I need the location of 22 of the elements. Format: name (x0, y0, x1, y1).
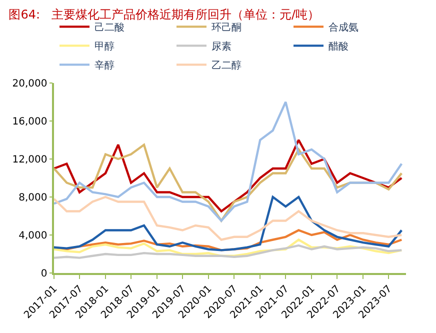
y-tick-label: 16,000 (12, 116, 48, 128)
legend-label: 环己酮 (212, 22, 242, 34)
legend-label: 甲醇 (94, 40, 114, 53)
legend-label: 己二酸 (94, 22, 124, 34)
line-series (54, 238, 403, 257)
y-tick-label: 8,000 (18, 192, 48, 204)
legend-label: 辛醇 (94, 60, 114, 72)
chart-title: 图64: 主要煤化工产品价格近期有所回升（单位：元/吨） (8, 7, 320, 22)
y-tick-label: 4,000 (18, 230, 48, 242)
y-tick-label: 0 (40, 268, 48, 280)
legend-label: 乙二醇 (212, 60, 242, 72)
legend-label: 合成氨 (328, 22, 358, 34)
y-tick-label: 20,000 (12, 78, 48, 90)
line-series (54, 138, 403, 212)
line-series (54, 100, 403, 222)
line-series (54, 144, 403, 222)
line-series (54, 196, 403, 252)
line-series (54, 196, 403, 241)
legend-label: 醋酸 (328, 40, 348, 53)
legend-label: 尿素 (212, 40, 232, 53)
y-tick-label: 12,000 (12, 154, 48, 166)
line-series (54, 244, 403, 259)
